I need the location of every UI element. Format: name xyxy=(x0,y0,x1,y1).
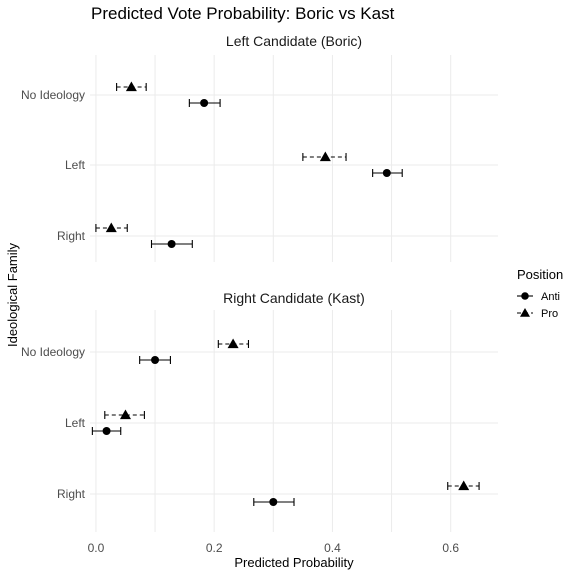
legend-label: Pro xyxy=(541,308,558,320)
y-tick-label: Right xyxy=(57,487,86,501)
y-axis-title: Ideological Family xyxy=(5,242,20,347)
legend: Position Anti Pro xyxy=(517,267,563,320)
legend-entry-pro: Pro xyxy=(517,308,558,320)
legend-entry-anti: Anti xyxy=(517,291,560,303)
point-anti xyxy=(200,99,209,107)
point-pro xyxy=(227,338,239,349)
panel-1: Right Candidate (Kast) No Ideology Left Rig… xyxy=(21,290,498,532)
x-axis-title: Predicted Probability xyxy=(234,555,354,570)
chart-title: Predicted Vote Probability: Boric vs Kas… xyxy=(91,4,395,23)
y-tick-label: Right xyxy=(57,229,86,243)
panels: Left Candidate (Boric)No IdeologyLeftRig… xyxy=(21,33,498,555)
y-tick-label: Left xyxy=(65,158,86,172)
point-anti xyxy=(269,498,278,506)
point-pro xyxy=(458,480,470,491)
point-pro xyxy=(319,151,331,162)
error-bar-pro xyxy=(104,411,145,419)
point-pro xyxy=(125,81,137,92)
point-anti xyxy=(102,427,111,435)
legend-title: Position xyxy=(517,267,563,282)
x-tick-label: 0.4 xyxy=(324,541,341,555)
panel-title: Left Candidate (Boric) xyxy=(226,33,362,49)
y-tick-label: Left xyxy=(65,416,86,430)
legend-key-triangle xyxy=(520,308,530,317)
point-pro xyxy=(119,409,131,420)
y-tick-label: No Ideology xyxy=(21,345,85,359)
x-tick-label: 0.0 xyxy=(88,541,105,555)
x-tick-label: 0.6 xyxy=(442,541,459,555)
y-tick-label: No Ideology xyxy=(21,88,85,102)
legend-label: Anti xyxy=(541,291,560,303)
point-anti xyxy=(151,356,160,364)
panel-0: Left Candidate (Boric) No Ideology Left Rig… xyxy=(21,33,498,262)
point-anti xyxy=(382,169,391,177)
panel-title: Right Candidate (Kast) xyxy=(223,290,365,306)
x-tick-label: 0.2 xyxy=(206,541,223,555)
legend-key-circle xyxy=(521,292,529,300)
point-pro xyxy=(105,222,117,233)
point-anti xyxy=(167,240,176,248)
